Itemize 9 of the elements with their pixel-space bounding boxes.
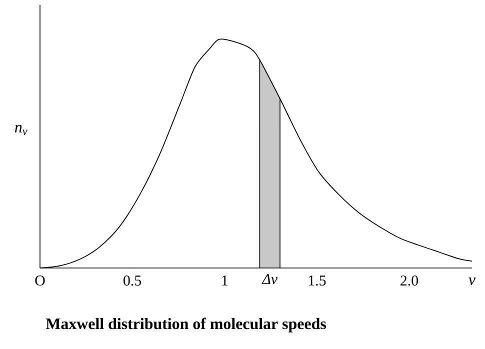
band-label: Δv bbox=[262, 274, 278, 284]
x-tick-label: O bbox=[35, 276, 45, 286]
text: Maxwell distribution of molecular speeds bbox=[46, 318, 326, 332]
x-tick-label: 1 bbox=[222, 276, 228, 286]
x-tick-label: 2.0 bbox=[400, 276, 418, 286]
y-axis-title: n$_{v}$ bbox=[14, 124, 28, 136]
x-axis-title: v bbox=[468, 278, 476, 285]
x-tick-label: 1.5 bbox=[308, 276, 326, 286]
x-tick-label: 0.5 bbox=[124, 276, 142, 286]
